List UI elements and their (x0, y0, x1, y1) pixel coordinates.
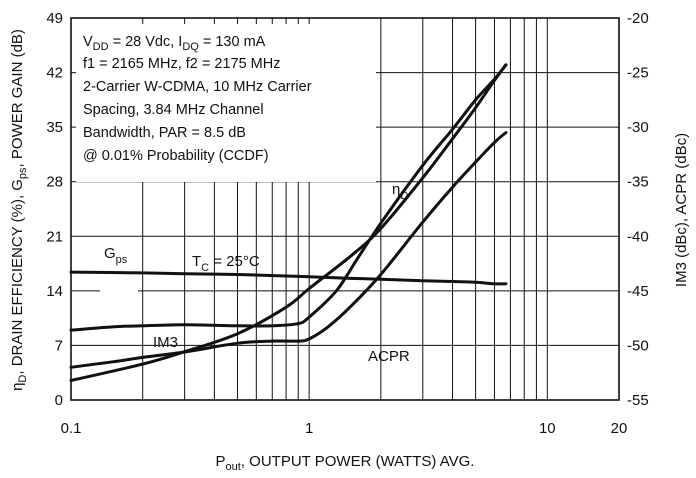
y-right-tick-label: -20 (627, 10, 649, 27)
acpr-label: ACPR (368, 348, 410, 365)
series-gps-line (69, 270, 508, 286)
y-right-tick-label: -45 (627, 283, 649, 300)
x-axis-title: Pout, OUTPUT POWER (WATTS) AVG. (216, 453, 475, 473)
x-tick-label: 1 (305, 420, 313, 437)
conditions-line-5: Bandwidth, PAR = 8.5 dB (83, 125, 246, 141)
conditions-line-4: Spacing, 3.84 MHz Channel (83, 102, 264, 118)
y-right-tick-labels: -55 -50 -45 -40 -35 -30 -25 -20 (627, 10, 649, 409)
series-acpr-line (69, 131, 508, 369)
series-im3-line (69, 63, 508, 332)
y-left-tick-labels: 0 7 14 21 28 35 42 49 (46, 10, 63, 409)
y-left-tick-label: 21 (46, 228, 63, 245)
x-tick-label: 0.1 (61, 420, 82, 437)
conditions-box (76, 24, 376, 182)
im3-label-bg (100, 280, 138, 302)
y-right-tick-label: -30 (627, 119, 649, 136)
y-left-tick-label: 49 (46, 10, 63, 27)
y-left-tick-label: 7 (55, 337, 63, 354)
y-left-tick-label: 42 (46, 65, 63, 82)
gps-label: Gps (104, 245, 128, 266)
y-left-tick-label: 35 (46, 119, 63, 136)
tc-label: TC = 25°C (192, 253, 260, 274)
im3-label: IM3 (153, 334, 178, 351)
series-group (69, 63, 508, 382)
x-tick-labels: 0.1 1 10 20 (61, 420, 628, 437)
y-left-tick-label: 0 (55, 392, 63, 409)
y-right-tick-label: -35 (627, 174, 649, 191)
conditions-line-2: f1 = 2165 MHz, f2 = 2175 MHz (83, 56, 280, 72)
conditions-line-6: @ 0.01% Probability (CCDF) (83, 148, 269, 164)
y-left-tick-label: 14 (46, 283, 63, 300)
x-tick-label: 10 (539, 420, 556, 437)
conditions-line-1: VDD = 28 Vdc, IDQ = 130 mA (83, 34, 266, 53)
y-right-tick-label: -25 (627, 65, 649, 82)
y-right-tick-label: -50 (627, 337, 649, 354)
drain-efficiency-label: ηD (392, 181, 408, 202)
y-right-tick-label: -55 (627, 392, 649, 409)
y-right-axis-title: IM3 (dBc), ACPR (dBc) (673, 133, 690, 287)
conditions-line-3: 2-Carrier W-CDMA, 10 MHz Carrier (83, 79, 312, 95)
y-left-tick-label: 28 (46, 174, 63, 191)
y-left-axis-title: ηD, DRAIN EFFICIENCY (%), Gps, POWER GAI… (9, 29, 29, 391)
y-right-tick-label: -40 (627, 228, 649, 245)
x-tick-label: 20 (611, 420, 628, 437)
